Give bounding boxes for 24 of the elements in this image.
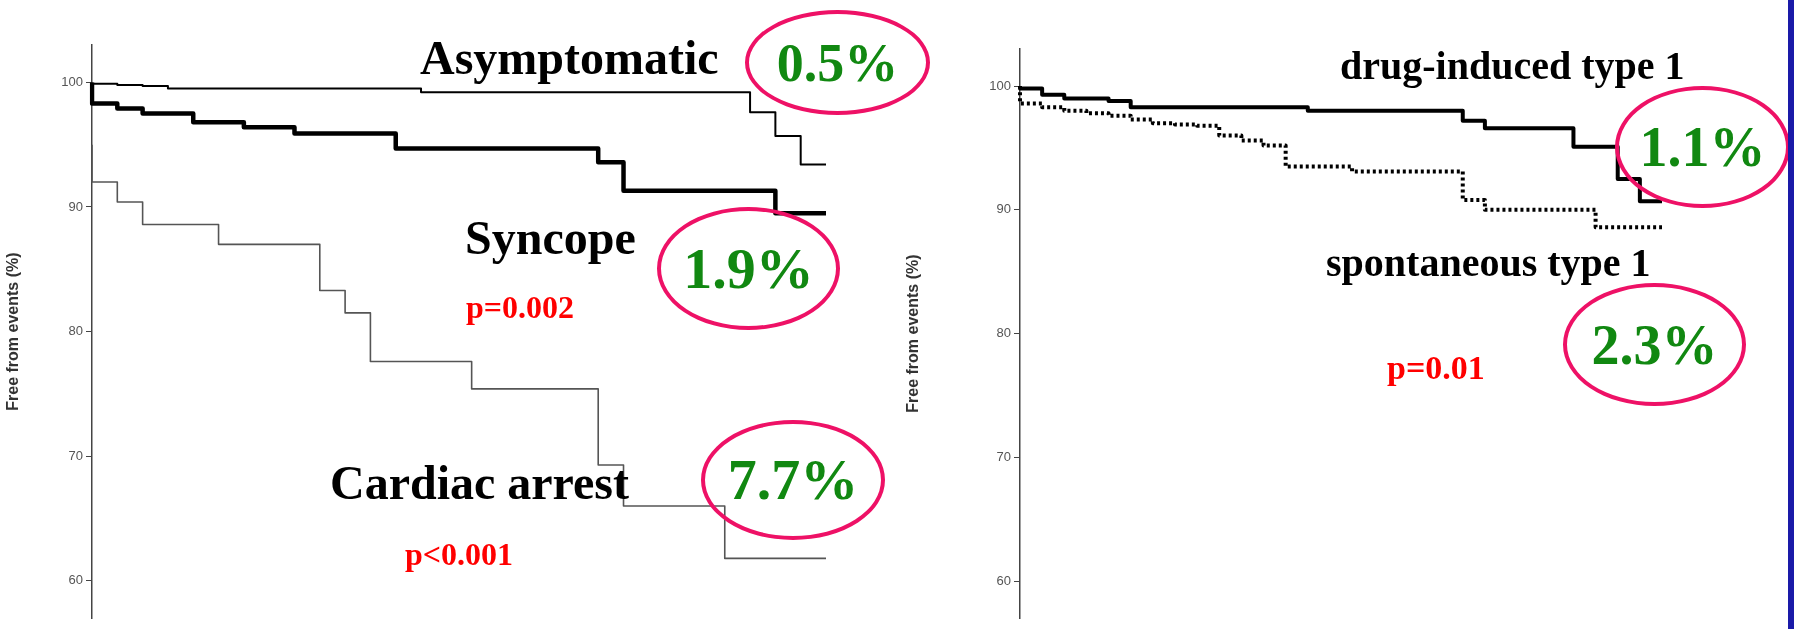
annotation: p<0.001 — [405, 535, 514, 572]
annotation: 1.9% — [683, 235, 814, 301]
series-label: Syncope — [465, 211, 636, 265]
annotation: p=0.002 — [466, 288, 575, 325]
y-axis-title: Free from events (%) — [904, 254, 922, 413]
y-tick-label: 90 — [996, 201, 1011, 217]
annotation: 0.5% — [776, 32, 899, 93]
y-tick-label: 80 — [68, 323, 83, 339]
y-tick-label: 60 — [996, 572, 1011, 588]
series-label: Asymptomatic — [420, 31, 719, 85]
y-axis-title: Free from events (%) — [4, 252, 22, 411]
annotation: 7.7% — [727, 447, 859, 512]
annotation: 2.3% — [1591, 313, 1718, 376]
y-tick-label: 100 — [989, 77, 1011, 93]
y-tick-label: 100 — [61, 73, 83, 89]
series-label: drug-induced type 1 — [1340, 43, 1685, 88]
annotation: 1.1% — [1639, 116, 1766, 178]
series-label: spontaneous type 1 — [1326, 240, 1651, 285]
y-tick-label: 70 — [996, 448, 1011, 464]
y-tick-label: 60 — [68, 572, 83, 588]
y-tick-label: 70 — [68, 447, 83, 463]
y-tick-label: 90 — [68, 198, 83, 214]
annotation: p=0.01 — [1387, 349, 1485, 387]
y-tick-label: 80 — [996, 325, 1011, 341]
